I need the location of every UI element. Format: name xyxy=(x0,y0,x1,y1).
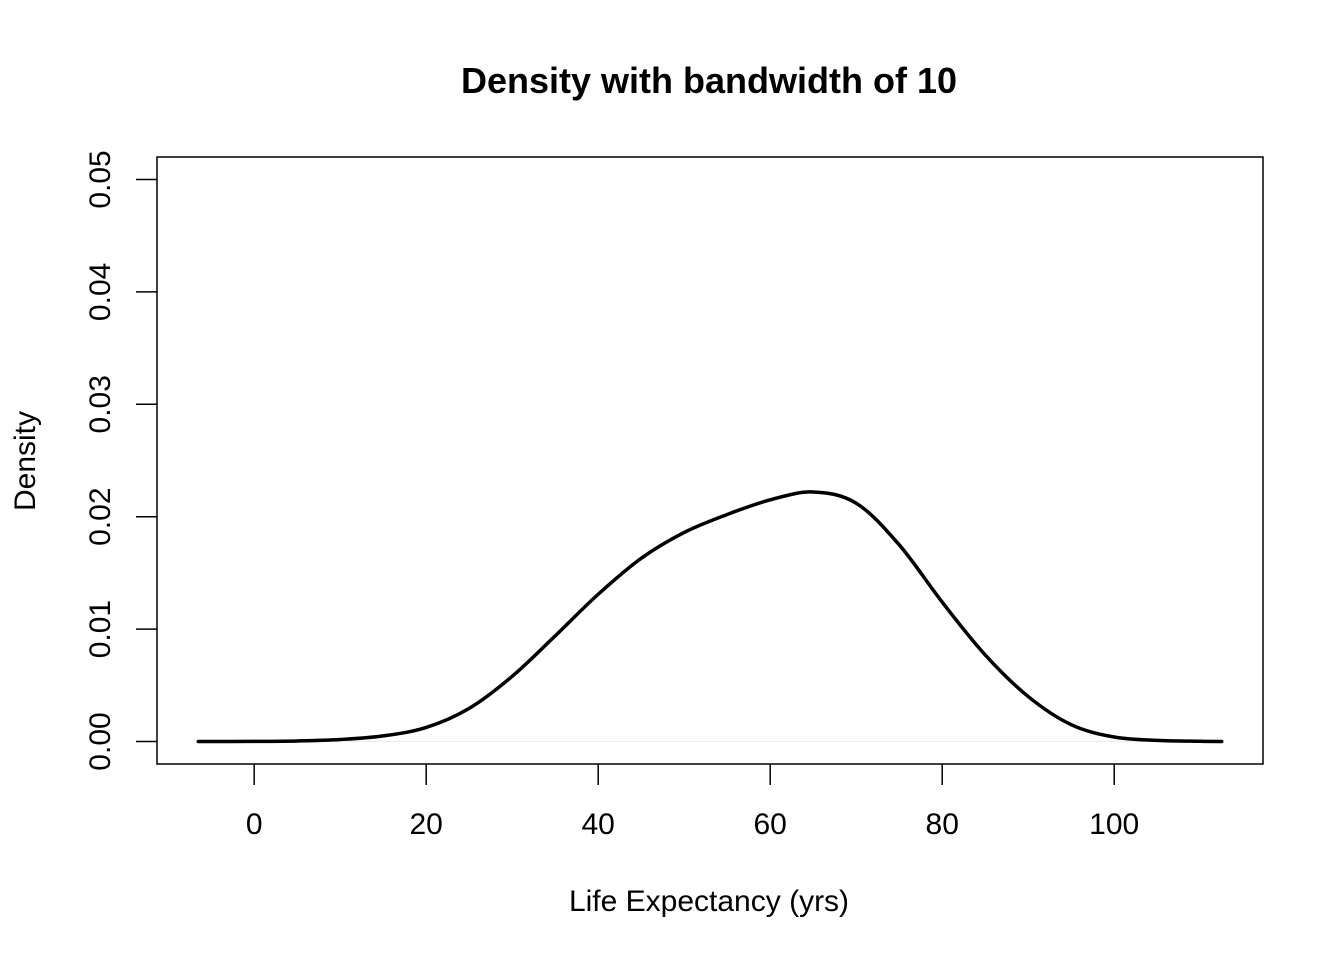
density-curve xyxy=(196,490,1224,744)
y-tick-label: 0.04 xyxy=(84,263,117,321)
y-tick-label: 0.01 xyxy=(84,600,117,658)
y-axis: 0.00 0.01 0.02 0.03 0.04 0.05 xyxy=(84,150,157,771)
x-tick-label: 0 xyxy=(246,808,263,841)
x-tick-label: 40 xyxy=(582,808,615,841)
x-tick-label: 100 xyxy=(1089,808,1139,841)
x-axis-label: Life Expectancy (yrs) xyxy=(569,885,849,918)
y-tick-label: 0.03 xyxy=(84,375,117,433)
plot-frame xyxy=(156,156,1264,765)
y-tick-label: 0.05 xyxy=(84,150,117,208)
x-tick-label: 20 xyxy=(410,808,443,841)
x-tick-label: 80 xyxy=(926,808,959,841)
y-axis-label: Density xyxy=(9,411,42,511)
x-tick-label: 60 xyxy=(754,808,787,841)
x-axis: 0 20 40 60 80 100 xyxy=(246,764,1139,841)
y-tick-label: 0.02 xyxy=(84,488,117,546)
chart-title: Density with bandwidth of 10 xyxy=(461,60,957,101)
y-tick-label: 0.00 xyxy=(84,712,117,770)
